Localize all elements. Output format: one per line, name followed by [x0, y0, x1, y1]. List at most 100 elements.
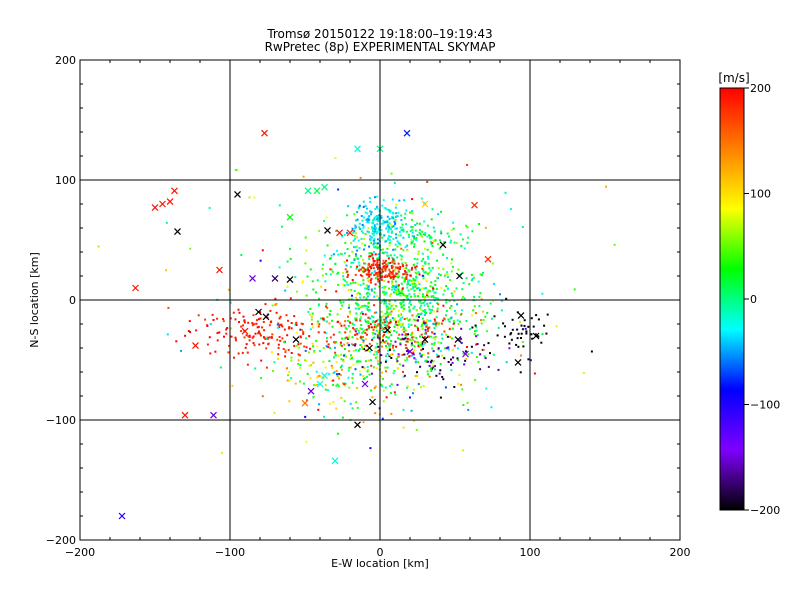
velocity-dot [388, 268, 391, 271]
velocity-dot [437, 355, 440, 358]
velocity-dot [377, 242, 379, 245]
velocity-dot [427, 352, 430, 355]
velocity-dot [421, 328, 424, 330]
velocity-dot [387, 262, 390, 265]
velocity-dot [390, 357, 393, 359]
velocity-dot [373, 386, 376, 389]
velocity-dot [371, 226, 374, 228]
velocity-dot [354, 330, 357, 333]
velocity-dot [541, 333, 544, 336]
velocity-dot [383, 265, 386, 267]
velocity-dot [240, 325, 243, 328]
velocity-dot [416, 314, 418, 317]
velocity-dot [243, 321, 246, 324]
velocity-dot [424, 287, 427, 289]
velocity-dot [407, 289, 410, 292]
velocity-dot [373, 267, 375, 270]
velocity-dot [289, 247, 291, 250]
velocity-dot [268, 324, 271, 327]
velocity-dot [262, 321, 265, 323]
velocity-dot [399, 342, 402, 345]
velocity-dot [328, 322, 331, 325]
velocity-dot [386, 306, 389, 309]
velocity-dot [371, 232, 374, 235]
velocity-x-marker [261, 129, 268, 137]
velocity-dot [434, 368, 436, 371]
velocity-dot [416, 258, 419, 261]
velocity-dot [417, 319, 419, 322]
velocity-dot [406, 337, 409, 340]
velocity-dot [456, 319, 459, 322]
velocity-dot [433, 332, 436, 335]
velocity-dot [299, 336, 302, 339]
velocity-dot [364, 313, 367, 316]
velocity-dot [369, 273, 372, 276]
velocity-dot [340, 358, 343, 361]
velocity-dot [376, 352, 379, 355]
velocity-dot [439, 363, 442, 365]
velocity-dot [343, 343, 346, 346]
velocity-dot [288, 370, 290, 373]
velocity-dot [369, 350, 372, 353]
velocity-dot [436, 355, 439, 358]
velocity-dot [432, 360, 435, 363]
velocity-dot [406, 271, 408, 274]
velocity-dot [398, 199, 401, 202]
velocity-dot [343, 261, 346, 264]
velocity-dot [307, 310, 310, 313]
velocity-dot [395, 284, 398, 287]
velocity-dot [354, 302, 357, 305]
velocity-dot [387, 230, 390, 233]
velocity-dot [541, 292, 544, 295]
velocity-dot [195, 329, 198, 332]
velocity-dot [341, 416, 344, 419]
velocity-dot [454, 310, 456, 312]
velocity-dot [295, 324, 298, 326]
velocity-dot [325, 272, 328, 275]
velocity-dot [399, 234, 402, 237]
velocity-dot [356, 406, 359, 409]
velocity-dot [397, 337, 400, 340]
velocity-dot [590, 350, 593, 353]
velocity-dot [331, 325, 334, 328]
velocity-dot [365, 320, 368, 323]
colorbar-tick-label: 0 [750, 293, 757, 306]
velocity-dot [352, 327, 355, 329]
velocity-dot [440, 333, 443, 336]
velocity-dot [443, 241, 446, 244]
velocity-dot [447, 346, 450, 349]
velocity-dot [413, 305, 416, 308]
velocity-x-marker [532, 332, 540, 340]
velocity-dot [332, 379, 335, 382]
velocity-dot [246, 363, 249, 366]
velocity-dot [367, 327, 370, 330]
velocity-dot [380, 233, 383, 236]
velocity-x-marker [286, 276, 294, 284]
velocity-dot [317, 331, 320, 334]
velocity-x-marker [354, 421, 361, 429]
velocity-dot [427, 373, 430, 376]
velocity-dot [420, 235, 423, 238]
velocity-x-marker [369, 398, 376, 406]
velocity-dot [336, 321, 339, 323]
velocity-dot [380, 325, 383, 328]
velocity-dot [475, 356, 478, 358]
y-tick-label: −200 [46, 534, 76, 547]
velocity-dot [206, 343, 209, 346]
velocity-dot [287, 348, 290, 351]
velocity-dot [334, 351, 337, 354]
velocity-dot [373, 242, 376, 245]
velocity-dot [390, 313, 392, 316]
velocity-dot [394, 266, 397, 269]
velocity-dot [496, 334, 499, 337]
velocity-dot [289, 257, 292, 260]
velocity-dot [357, 239, 360, 242]
velocity-dot [353, 246, 355, 249]
velocity-dot [310, 318, 313, 321]
velocity-dot [367, 320, 370, 323]
velocity-dot [410, 323, 413, 326]
velocity-dot [351, 377, 354, 379]
velocity-dot [508, 347, 511, 350]
velocity-dot [442, 253, 445, 256]
velocity-dot [411, 331, 414, 334]
